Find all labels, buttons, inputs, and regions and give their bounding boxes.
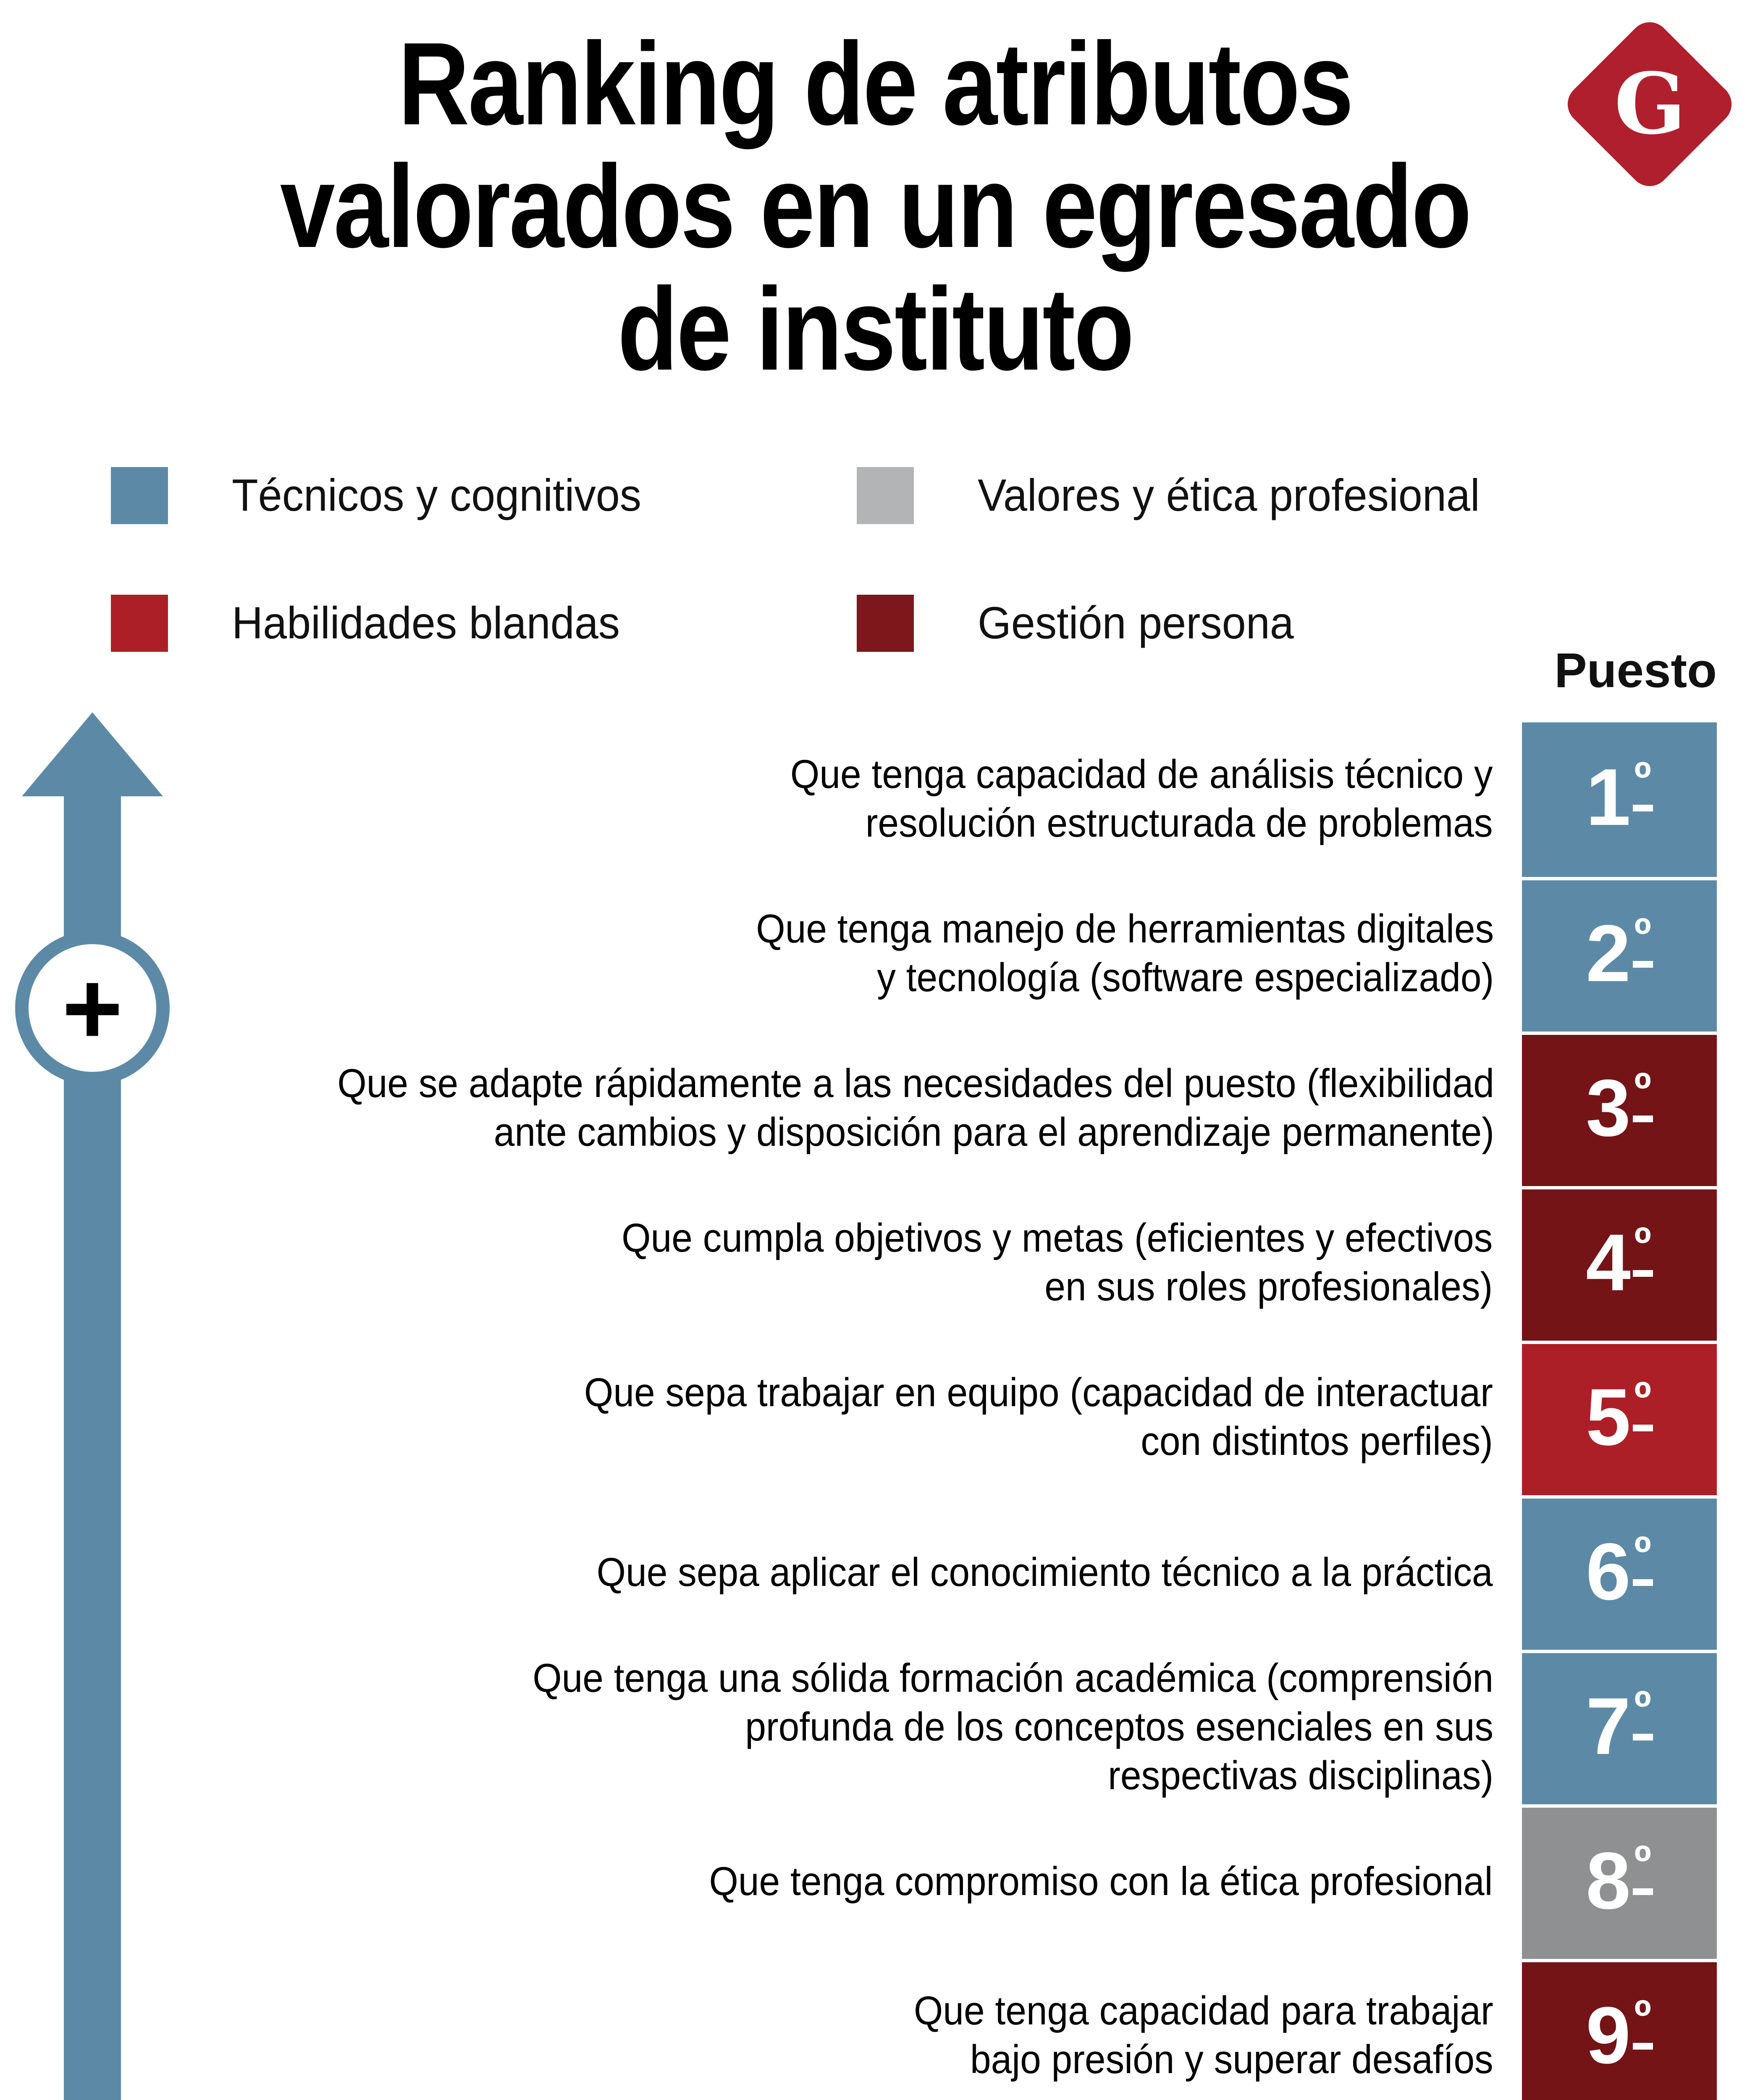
ranking-list: Que tenga capacidad de análisis técnico … xyxy=(0,722,1717,2100)
plus-icon: + xyxy=(62,950,123,1066)
legend-swatch-icon xyxy=(111,595,168,652)
attribute-text: Que sepa aplicar el conocimiento técnico… xyxy=(0,1495,1522,1650)
attribute-text: Que tenga una sólida formación académica… xyxy=(0,1650,1522,1804)
attribute-label: Que tenga capacidad para trabajar bajo p… xyxy=(914,1989,1493,2083)
rank-ordinal: º xyxy=(1632,1683,1653,1740)
rank-ordinal: º xyxy=(1632,1838,1653,1894)
attribute-label: Que tenga una sólida formación académica… xyxy=(533,1656,1493,1798)
legend-label: Técnicos y cognitivos xyxy=(232,470,642,520)
ranking-row-4: Que cumpla objetivos y metas (eficientes… xyxy=(0,1186,1717,1341)
legend-label: Gestión persona xyxy=(978,597,1294,648)
attribute-label: Que tenga manejo de herramientas digital… xyxy=(756,907,1493,1001)
ranking-row-9: Que tenga capacidad para trabajar bajo p… xyxy=(0,1959,1717,2100)
column-header-puesto: Puesto xyxy=(1554,645,1717,699)
rank-number: 7 xyxy=(1586,1683,1631,1772)
attribute-label: Que cumpla objetivos y metas (eficientes… xyxy=(622,1216,1493,1310)
attribute-label: Que sepa aplicar el conocimiento técnico… xyxy=(597,1550,1493,1595)
rank-number: 1 xyxy=(1586,754,1631,843)
ranking-row-7: Que tenga una sólida formación académica… xyxy=(0,1650,1717,1804)
attribute-text: Que cumpla objetivos y metas (eficientes… xyxy=(0,1186,1522,1341)
attribute-text: Que tenga capacidad de análisis técnico … xyxy=(0,722,1522,877)
ranking-row-8: Que tenga compromiso con la ética profes… xyxy=(0,1804,1717,1959)
legend-item-tecnicos: Técnicos y cognitivos xyxy=(111,467,663,524)
attribute-text: Que sepa trabajar en equipo (capacidad d… xyxy=(0,1341,1522,1495)
legend-item-habilidades: Habilidades blandas xyxy=(111,595,640,652)
rank-number: 3 xyxy=(1586,1065,1631,1154)
attribute-label: Que se adapte rápidamente a las necesida… xyxy=(336,1062,1493,1156)
ranking-row-1: Que tenga capacidad de análisis técnico … xyxy=(0,722,1717,877)
rank-number: 5 xyxy=(1586,1374,1631,1463)
legend-item-gestion: Gestión persona xyxy=(857,595,1311,652)
attribute-text: Que tenga capacidad para trabajar bajo p… xyxy=(0,1959,1522,2100)
ranking-row-6: Que sepa aplicar el conocimiento técnico… xyxy=(0,1495,1717,1650)
rank-number: 9 xyxy=(1586,1992,1631,2082)
ranking-row-5: Que sepa trabajar en equipo (capacidad d… xyxy=(0,1341,1717,1495)
legend-label: Habilidades blandas xyxy=(232,597,620,648)
rank-ordinal: º xyxy=(1632,1529,1653,1585)
legend-item-valores: Valores y ética profesional xyxy=(857,467,1506,524)
legend-swatch-icon xyxy=(857,595,914,652)
attribute-text: Que tenga manejo de herramientas digital… xyxy=(0,877,1522,1032)
brand-logo-letter: G xyxy=(1614,53,1686,153)
ranking-row-3: Que se adapte rápidamente a las necesida… xyxy=(0,1032,1717,1186)
rank-ordinal: º xyxy=(1632,1992,1653,2049)
attribute-label: Que tenga capacidad de análisis técnico … xyxy=(791,753,1493,847)
page-title: Ranking de atributos valorados en un egr… xyxy=(280,18,1472,395)
ranking-row-2: Que tenga manejo de herramientas digital… xyxy=(0,877,1717,1032)
rank-ordinal: º xyxy=(1632,1220,1653,1276)
rank-ordinal: º xyxy=(1632,1065,1653,1121)
legend-label: Valores y ética profesional xyxy=(978,470,1480,520)
rank-ordinal: º xyxy=(1632,911,1653,967)
legend-swatch-icon xyxy=(857,467,914,524)
rank-ordinal: º xyxy=(1632,754,1653,811)
ranking-axis-arrow-icon: + − xyxy=(15,712,170,2100)
arrow-up-head-icon xyxy=(22,712,163,796)
rank-number: 8 xyxy=(1586,1838,1631,1927)
rank-number: 6 xyxy=(1586,1529,1631,1618)
attribute-label: Que tenga compromiso con la ética profes… xyxy=(710,1859,1493,1904)
attribute-label: Que sepa trabajar en equipo (capacidad d… xyxy=(585,1371,1493,1465)
legend-swatch-icon xyxy=(111,467,168,524)
plus-circle-icon xyxy=(15,931,170,1085)
attribute-text: Que tenga compromiso con la ética profes… xyxy=(0,1804,1522,1959)
rank-number: 2 xyxy=(1586,911,1631,1000)
rank-ordinal: º xyxy=(1632,1374,1653,1431)
attribute-text: Que se adapte rápidamente a las necesida… xyxy=(0,1032,1522,1186)
rank-number: 4 xyxy=(1586,1220,1631,1309)
